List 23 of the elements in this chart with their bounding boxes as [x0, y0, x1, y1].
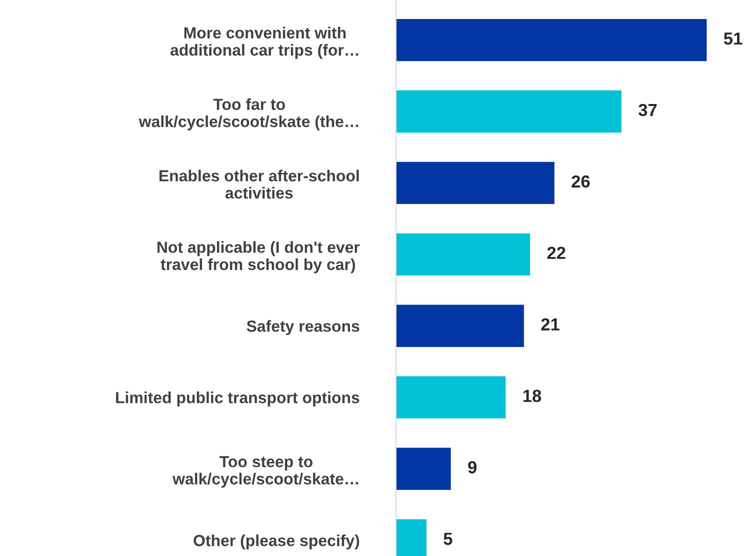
data-label: 26: [572, 175, 590, 188]
y-tick-label: Too far to walk/cycle/scoot/skate (the…: [138, 98, 358, 130]
bar: [396, 448, 451, 490]
y-tick-label: Not applicable (I don't ever travel from school by car): [157, 241, 360, 274]
bar: [396, 18, 707, 62]
y-tick-label: Limited public transport options: [116, 392, 360, 406]
bar: [396, 233, 530, 276]
bar: [396, 162, 554, 204]
bar: [396, 90, 622, 133]
data-label: 18: [523, 390, 542, 402]
y-tick-label: Safety reasons: [246, 320, 360, 335]
data-label: 5: [444, 532, 452, 545]
data-label: 51: [724, 32, 742, 45]
data-label: 21: [541, 318, 560, 330]
y-tick-label: Too steep to walk/cycle/scoot/skate…: [172, 456, 358, 488]
data-label: 9: [468, 461, 477, 474]
bar: [396, 304, 524, 347]
data-label: 22: [547, 246, 566, 259]
data-label: 37: [638, 104, 657, 116]
bar: [396, 376, 506, 418]
y-tick-label: Enables other after-school activities: [160, 170, 359, 199]
y-tick-label: More convenient with additional car trips (for…: [170, 26, 358, 59]
y-tick-label: Other (please specify): [194, 534, 360, 550]
